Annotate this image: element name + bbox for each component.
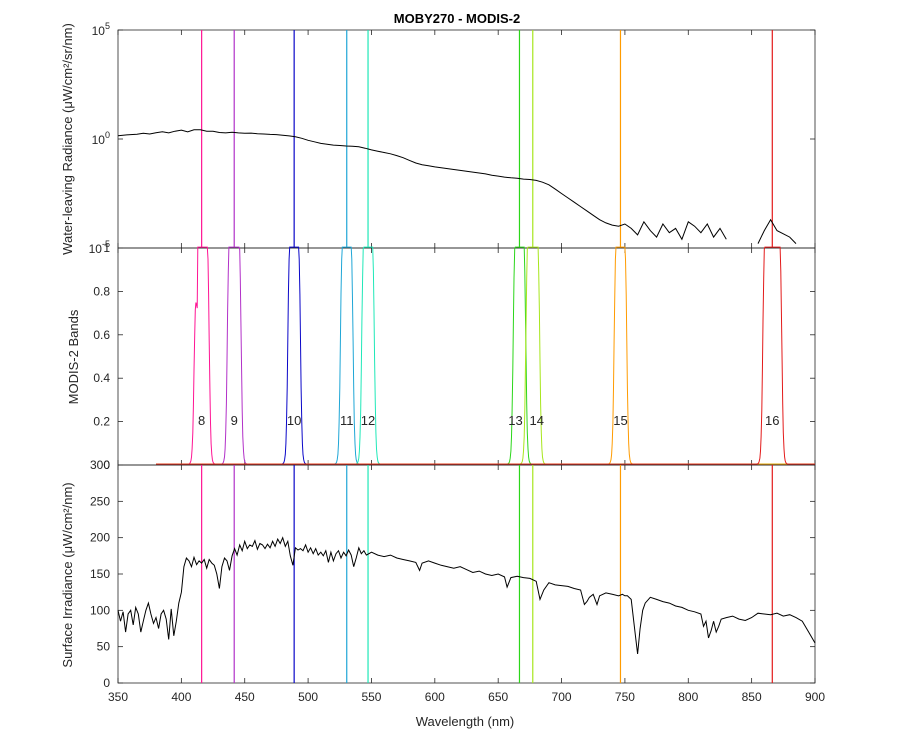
x-tick-label: 600: [425, 690, 445, 704]
band-label: 8: [198, 413, 205, 428]
x-tick-label: 500: [298, 690, 318, 704]
y-tick-label: 100: [92, 130, 110, 147]
bands-panel: 0 0.2 0.4 0.6 0.8 1 8 9 10 11 12 13 14 15 16: [93, 241, 816, 472]
x-tick-label: 850: [742, 690, 762, 704]
x-tick-label: 800: [678, 690, 698, 704]
x-tick-label: 900: [805, 690, 825, 704]
x-tick-label: 400: [171, 690, 191, 704]
y-tick-label: 250: [90, 494, 110, 508]
band-label: 14: [530, 413, 544, 428]
irradiance-ylabel: Surface Irradiance (μW/cm²/nm): [60, 482, 75, 667]
band-label: 13: [508, 413, 522, 428]
figure-title: MOBY270 - MODIS-2: [394, 11, 520, 26]
y-tick-label: 0.4: [93, 371, 110, 385]
x-tick-label: 450: [235, 690, 255, 704]
y-tick-label: 150: [90, 567, 110, 581]
radiance-panel: 10-5 100 105: [89, 21, 816, 256]
y-tick-label: 0.2: [93, 415, 110, 429]
x-tick-label: 650: [488, 690, 508, 704]
band-16-curve: [156, 246, 815, 465]
x-tick-label: 750: [615, 690, 635, 704]
y-tick-label: 0.6: [93, 328, 110, 342]
y-tick-label: 0: [103, 458, 110, 472]
band-label: 10: [287, 413, 301, 428]
irradiance-panel: 350 400 450 500 550 600 650 700 750 800 850 900 0 50 1…: [90, 458, 825, 704]
y-tick-label: 0: [103, 676, 110, 690]
y-tick-label: 0.8: [93, 284, 110, 298]
band-label: 11: [340, 413, 354, 428]
band-label: 9: [231, 413, 238, 428]
band-label: 16: [765, 413, 779, 428]
y-tick-label: 1: [103, 241, 110, 255]
y-tick-label: 50: [97, 640, 111, 654]
x-tick-label: 700: [552, 690, 572, 704]
bands-ylabel: MODIS-2 Bands: [66, 309, 81, 404]
band-label: 12: [361, 413, 375, 428]
x-tick-label: 350: [108, 690, 128, 704]
x-axis-label: Wavelength (nm): [416, 714, 515, 729]
radiance-series-line: [117, 129, 797, 244]
radiance-ylabel: Water-leaving Radiance (μW/cm²/sr/nm): [60, 23, 75, 255]
band-label: 15: [613, 413, 627, 428]
irradiance-series-line: [117, 536, 816, 654]
x-tick-label: 550: [361, 690, 381, 704]
y-tick-label: 10-5: [89, 239, 110, 256]
y-tick-label: 105: [92, 21, 110, 38]
y-tick-label: 200: [90, 531, 110, 545]
y-tick-label: 100: [90, 603, 110, 617]
y-tick-label: 300: [90, 458, 110, 472]
